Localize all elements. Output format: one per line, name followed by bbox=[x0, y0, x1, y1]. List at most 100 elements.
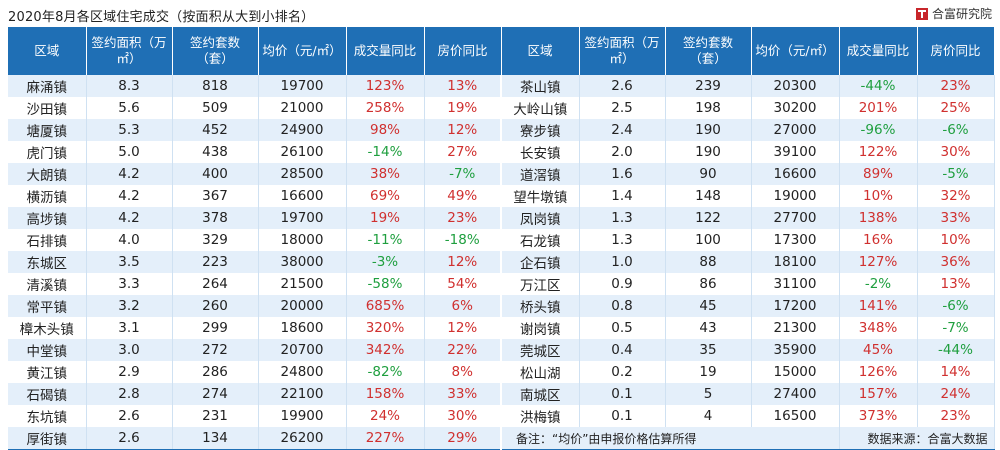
table-cell: 258% bbox=[346, 97, 425, 119]
table-cell: -11% bbox=[346, 229, 425, 251]
table-cell: 谢岗镇 bbox=[501, 317, 580, 339]
table-cell: 寮步镇 bbox=[501, 119, 580, 141]
table-cell: -6% bbox=[917, 119, 995, 141]
table-cell: 31100 bbox=[751, 273, 840, 295]
table-cell: 0.5 bbox=[579, 317, 666, 339]
table-cell: 126% bbox=[839, 361, 918, 383]
table-row: 石排镇 4.0 329 18000 -11% -18% 石龙镇 1.3 100 17300 16% 1… bbox=[8, 229, 995, 251]
table-cell: 38% bbox=[346, 163, 425, 185]
table-cell: 10% bbox=[917, 229, 995, 251]
table-row: 石碣镇 2.8 274 22100 158% 33% 南城区 0.1 5 27400 157% 24% bbox=[8, 383, 995, 405]
table-cell: 39100 bbox=[751, 141, 840, 163]
table-cell: 21000 bbox=[258, 97, 347, 119]
header-cell: 均价（元/㎡） bbox=[751, 27, 840, 75]
table-cell: 1.3 bbox=[579, 229, 666, 251]
table-cell: 30% bbox=[424, 405, 502, 427]
table-row: 塘厦镇 5.3 452 24900 98% 12% 寮步镇 2.4 190 27000 -96% -6… bbox=[8, 119, 995, 141]
table-cell: 13% bbox=[424, 75, 502, 97]
table-row: 高埗镇 4.2 378 19700 19% 23% 凤岗镇 1.3 122 27700 138% 33… bbox=[8, 207, 995, 229]
table-cell: 27000 bbox=[751, 119, 840, 141]
table-cell: 378 bbox=[172, 207, 259, 229]
table-cell: 10% bbox=[839, 185, 918, 207]
table-cell: 30200 bbox=[751, 97, 840, 119]
table-cell: 18100 bbox=[751, 251, 840, 273]
table-cell: 30% bbox=[917, 141, 995, 163]
table-cell: 38000 bbox=[258, 251, 347, 273]
table-cell: 33% bbox=[424, 383, 502, 405]
table-cell: 286 bbox=[172, 361, 259, 383]
table-cell: 157% bbox=[839, 383, 918, 405]
header-cell: 签约套数（套） bbox=[172, 27, 259, 75]
table-cell: 16500 bbox=[751, 405, 840, 427]
table-cell: 69% bbox=[346, 185, 425, 207]
table-cell: 长安镇 bbox=[501, 141, 580, 163]
header-cell: 房价同比 bbox=[424, 27, 502, 75]
table-cell: 26200 bbox=[258, 427, 347, 450]
table-cell: 石碣镇 bbox=[8, 383, 87, 405]
table-cell: 23% bbox=[424, 207, 502, 229]
table-cell: 望牛墩镇 bbox=[501, 185, 580, 207]
table-cell: 24800 bbox=[258, 361, 347, 383]
table-cell: 134 bbox=[172, 427, 259, 450]
table-cell: -6% bbox=[917, 295, 995, 317]
table-cell: 190 bbox=[665, 119, 752, 141]
table-cell: 3.5 bbox=[86, 251, 173, 273]
table-cell: 0.2 bbox=[579, 361, 666, 383]
table-cell: -14% bbox=[346, 141, 425, 163]
header-cell: 区域 bbox=[501, 27, 580, 75]
header-cell: 签约面积（万㎡） bbox=[579, 27, 666, 75]
header-cell: 成交量同比 bbox=[839, 27, 918, 75]
table-cell: 12% bbox=[424, 251, 502, 273]
table-cell: 2.9 bbox=[86, 361, 173, 383]
table-cell: 35900 bbox=[751, 339, 840, 361]
header-cell: 签约面积（万㎡） bbox=[86, 27, 173, 75]
table-cell: 8% bbox=[424, 361, 502, 383]
table-cell: -82% bbox=[346, 361, 425, 383]
table-cell: 0.9 bbox=[579, 273, 666, 295]
table-cell: 0.8 bbox=[579, 295, 666, 317]
table-cell: 2.6 bbox=[579, 75, 666, 97]
table-cell: 凤岗镇 bbox=[501, 207, 580, 229]
header-cell: 房价同比 bbox=[917, 27, 995, 75]
table-cell: 0.4 bbox=[579, 339, 666, 361]
table-cell: 329 bbox=[172, 229, 259, 251]
header-cell: 签约套数（套） bbox=[665, 27, 752, 75]
table-cell: 0.1 bbox=[579, 405, 666, 427]
table-cell: 24% bbox=[346, 405, 425, 427]
page-title: 2020年8月各区域住宅成交（按面积从大到小排名） bbox=[8, 10, 315, 25]
table-cell: 2.4 bbox=[579, 119, 666, 141]
table-cell: 19000 bbox=[751, 185, 840, 207]
table-cell: 45% bbox=[839, 339, 918, 361]
table-cell: 18000 bbox=[258, 229, 347, 251]
table-cell: 15000 bbox=[751, 361, 840, 383]
table-row: 东坑镇 2.6 231 19900 24% 30% 洪梅镇 0.1 4 16500 373% 23% bbox=[8, 405, 995, 427]
table-cell: 1.0 bbox=[579, 251, 666, 273]
table-cell: 4 bbox=[665, 405, 752, 427]
table-cell: 19900 bbox=[258, 405, 347, 427]
table-cell: 石龙镇 bbox=[501, 229, 580, 251]
table-cell: 201% bbox=[839, 97, 918, 119]
table-cell: 0.1 bbox=[579, 383, 666, 405]
table-row: 麻涌镇 8.3 818 19700 123% 13% 茶山镇 2.6 239 20300 -44% 2… bbox=[8, 75, 995, 97]
table-cell: 大岭山镇 bbox=[501, 97, 580, 119]
table-cell: 89% bbox=[839, 163, 918, 185]
table-cell: 198 bbox=[665, 97, 752, 119]
table-cell: 21300 bbox=[751, 317, 840, 339]
table-cell: -18% bbox=[424, 229, 502, 251]
table-cell: 13% bbox=[917, 273, 995, 295]
table-cell: 横沥镇 bbox=[8, 185, 87, 207]
table-cell: -7% bbox=[424, 163, 502, 185]
table-cell: 16600 bbox=[258, 185, 347, 207]
table-cell: 24900 bbox=[258, 119, 347, 141]
table-cell: 818 bbox=[172, 75, 259, 97]
table-cell: 367 bbox=[172, 185, 259, 207]
table-cell: 19700 bbox=[258, 75, 347, 97]
table-cell: 35 bbox=[665, 339, 752, 361]
table-row: 沙田镇 5.6 509 21000 258% 19% 大岭山镇 2.5 198 30200 201%… bbox=[8, 97, 995, 119]
table-row: 东城区 3.5 223 38000 -3% 12% 企石镇 1.0 88 18100 127% 36% bbox=[8, 251, 995, 273]
table-cell: 莞城区 bbox=[501, 339, 580, 361]
table-cell: 299 bbox=[172, 317, 259, 339]
table-cell: 100 bbox=[665, 229, 752, 251]
table-cell: 8.3 bbox=[86, 75, 173, 97]
